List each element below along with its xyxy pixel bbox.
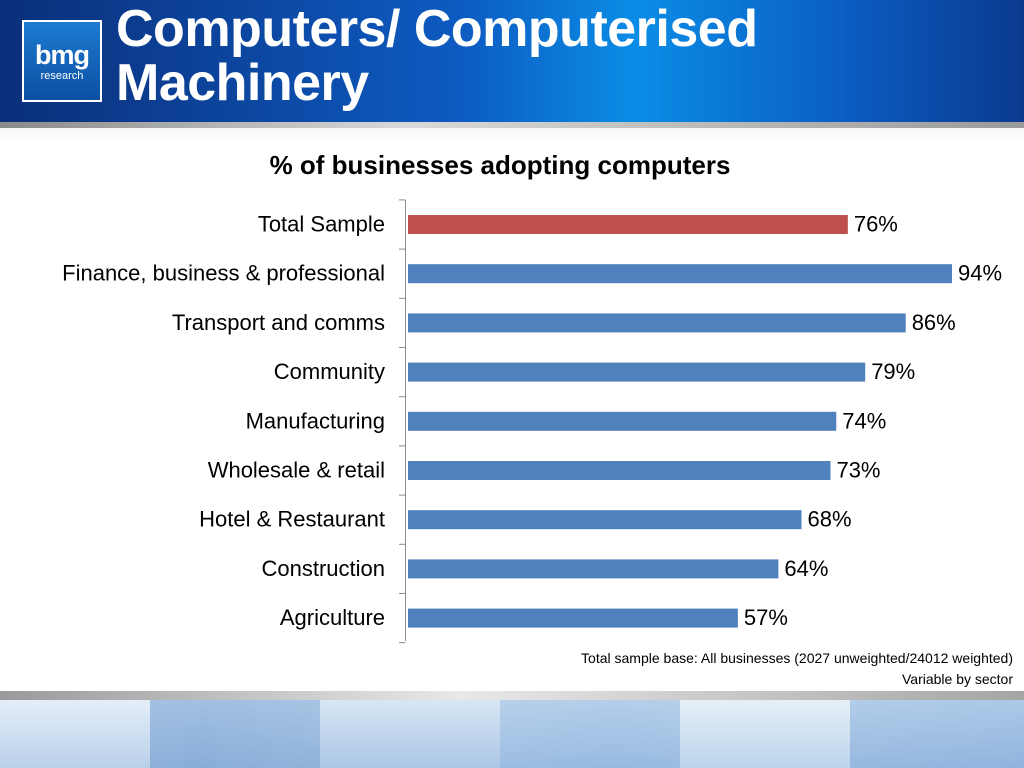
bar bbox=[408, 411, 837, 431]
photo-tile bbox=[0, 700, 150, 768]
value-label: 76% bbox=[854, 212, 898, 237]
value-label: 79% bbox=[871, 359, 915, 384]
bar bbox=[408, 362, 866, 382]
category-label: Transport and comms bbox=[172, 310, 385, 335]
footnote-line1: Total sample base: All businesses (2027 … bbox=[581, 650, 1013, 666]
footnote: Total sample base: All businesses (2027 … bbox=[581, 648, 1013, 690]
slide-title-line1: Computers/ Computerised bbox=[116, 0, 758, 58]
value-label: 68% bbox=[808, 507, 852, 532]
bar-chart: % of businesses adopting computers Total… bbox=[62, 150, 1002, 644]
photo-collage-strip bbox=[0, 700, 1024, 768]
category-label: Community bbox=[274, 359, 385, 384]
photo-tile bbox=[500, 700, 680, 768]
photo-tile bbox=[320, 700, 500, 768]
bar bbox=[408, 608, 738, 628]
slide-title: Computers/ Computerised Machinery bbox=[116, 2, 996, 110]
chart-title: % of businesses adopting computers bbox=[270, 150, 731, 180]
category-label: Agriculture bbox=[280, 605, 385, 630]
category-labels-group: Total Sample Finance, business & professi… bbox=[62, 212, 385, 631]
axis-ticks bbox=[399, 199, 406, 644]
footnote-line2: Variable by sector bbox=[901, 671, 1013, 687]
value-label: 86% bbox=[912, 310, 956, 335]
bar bbox=[408, 510, 802, 530]
category-label: Total Sample bbox=[258, 212, 385, 237]
logo-main-text: bmg bbox=[35, 40, 90, 70]
category-label: Wholesale & retail bbox=[208, 458, 385, 483]
bmg-research-logo: bmg research bbox=[22, 20, 102, 102]
value-label: 94% bbox=[958, 261, 1002, 286]
category-label: Finance, business & professional bbox=[62, 261, 385, 286]
photo-tile bbox=[850, 700, 1024, 768]
slide-title-line2: Machinery bbox=[116, 54, 369, 112]
bar bbox=[408, 215, 848, 234]
bottom-divider-band bbox=[0, 691, 1024, 700]
value-label: 73% bbox=[836, 458, 880, 483]
value-label: 74% bbox=[842, 408, 886, 433]
category-label: Construction bbox=[261, 556, 385, 581]
top-divider-band bbox=[0, 122, 1024, 156]
photo-tile bbox=[680, 700, 850, 768]
category-label: Hotel & Restaurant bbox=[199, 507, 385, 532]
bar bbox=[408, 313, 906, 333]
bar bbox=[408, 461, 831, 480]
value-labels-group: 76% 94%86% 79% 74% 73% 68% 64% 57% bbox=[744, 212, 1002, 631]
value-label: 64% bbox=[784, 556, 828, 581]
logo-sub-text: research bbox=[40, 70, 84, 82]
photo-tile bbox=[150, 700, 320, 768]
header-banner: bmg research Computers/ Computerised Mac… bbox=[0, 0, 1024, 122]
bar bbox=[408, 264, 952, 284]
bar bbox=[408, 559, 779, 579]
category-label: Manufacturing bbox=[246, 408, 385, 433]
value-label: 57% bbox=[744, 605, 788, 630]
top-divider-stripe bbox=[0, 122, 1024, 128]
bars-group bbox=[408, 215, 952, 628]
